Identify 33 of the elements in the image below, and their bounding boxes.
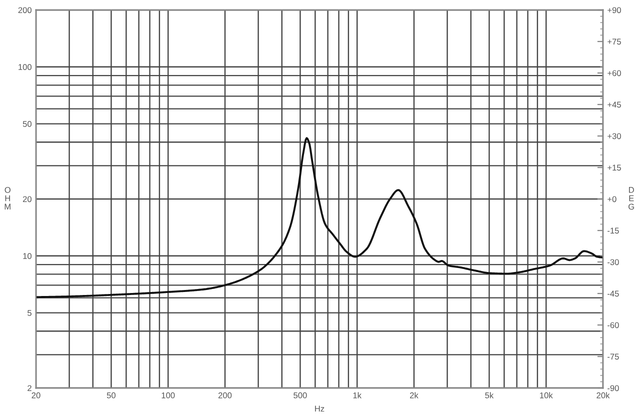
y-tick-label: 200 (18, 7, 32, 14)
y2-tick-label: -75 (608, 354, 619, 360)
y2-tick-label: +30 (608, 133, 621, 140)
x-tick-label: 2k (410, 392, 418, 398)
y-tick-label: 20 (22, 196, 32, 202)
x-tick-label: 500 (294, 392, 307, 398)
y-tick-label: 5 (28, 310, 32, 316)
y2-tick-label: +90 (608, 7, 621, 14)
y2-tick-label: +0 (608, 196, 616, 202)
x-tick-label: 200 (218, 392, 232, 398)
x-tick-label: 5k (485, 392, 494, 398)
y-axis-title: OHM (4, 186, 10, 210)
y-tick-label: 2 (28, 385, 32, 392)
x-tick-label: 1k (353, 392, 362, 398)
y2-tick-label: -90 (608, 385, 619, 392)
y2-tick-label: -60 (608, 322, 619, 328)
x-tick-label: 10k (540, 392, 553, 398)
y2-axis-title: DEG (628, 187, 634, 210)
y2-tick-label: +60 (608, 70, 621, 76)
y-tick-label: 10 (23, 253, 32, 259)
x-tick-label: 20k (596, 392, 610, 398)
y2-tick-label: -15 (608, 228, 619, 234)
y-tick-label: 100 (18, 64, 32, 70)
x-axis-title: Hz (315, 406, 324, 412)
y2-tick-label: +15 (608, 164, 621, 171)
y-tick-label: 50 (22, 120, 32, 127)
x-tick-label: 50 (106, 392, 116, 398)
y2-tick-label: -45 (608, 290, 619, 297)
x-tick-label: 100 (162, 392, 175, 398)
y2-tick-label: +75 (608, 38, 621, 45)
y2-tick-label: +45 (608, 102, 621, 108)
y2-tick-label: -30 (608, 259, 619, 266)
x-tick-label: 20 (32, 392, 40, 398)
